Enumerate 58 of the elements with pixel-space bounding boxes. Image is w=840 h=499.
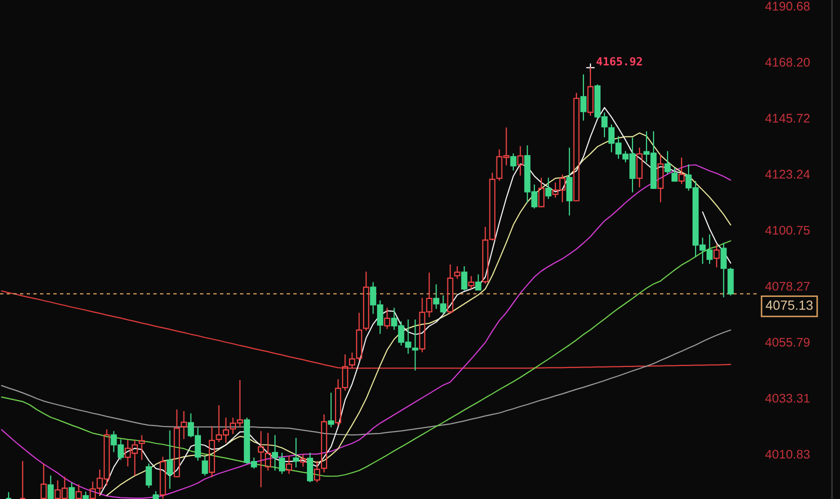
- candlestick: [447, 264, 454, 314]
- candlestick: [454, 266, 460, 279]
- candlestick: [20, 461, 26, 499]
- line-series: [1, 329, 732, 436]
- candlestick: [258, 431, 264, 488]
- candlestick: [48, 475, 54, 499]
- y-tick-label: 4190.68: [765, 2, 810, 11]
- annotation: 4165.92: [596, 57, 642, 66]
- candlestick: [538, 178, 544, 208]
- candlestick: [475, 274, 482, 290]
- candlestick: [68, 482, 75, 499]
- candlestick: [146, 463, 152, 488]
- candlestick: [264, 432, 272, 471]
- y-tick-label: 4100.75: [765, 226, 810, 235]
- y-tick-label: 4078.27: [765, 282, 810, 291]
- candlestick: [461, 266, 468, 290]
- y-tick-label: 4055.79: [765, 338, 810, 347]
- candlestick: [384, 308, 390, 329]
- candlestick: [286, 456, 292, 474]
- candlestick: [714, 244, 720, 268]
- candlestick: [517, 146, 524, 176]
- candlestick: [349, 352, 356, 368]
- candlestick: [671, 168, 678, 182]
- candlestick: [363, 272, 370, 331]
- candlestick: [82, 492, 89, 499]
- candlestick: [278, 452, 286, 474]
- y-tick-label: 4123.24: [765, 170, 810, 179]
- candlestick: [335, 379, 342, 426]
- candlestick: [545, 178, 552, 199]
- candlestick: [76, 484, 82, 499]
- candlestick: [208, 426, 215, 478]
- candlestick: [342, 354, 348, 391]
- candlestick: [300, 454, 306, 467]
- candlestick: [174, 409, 180, 478]
- y-tick-label: 4033.31: [765, 394, 810, 403]
- candlestick: [6, 492, 12, 499]
- candlestick: [166, 430, 173, 489]
- candlestick: [328, 392, 334, 428]
- y-tick-label: 4145.72: [765, 114, 810, 123]
- candlestick: [292, 438, 300, 468]
- candlestick: [580, 74, 587, 121]
- candlestick: [138, 435, 145, 460]
- candlestick: [678, 158, 685, 184]
- candlestick: [152, 491, 159, 499]
- y-tick-label: 4168.20: [765, 58, 810, 67]
- candlestick: [664, 151, 671, 174]
- candlestick: [40, 464, 47, 499]
- candlestick: [356, 312, 362, 360]
- ref-line-label: 4075.13: [766, 300, 813, 310]
- candlestick: [566, 148, 572, 216]
- candlestick: [272, 435, 278, 471]
- candlestick: [468, 276, 474, 289]
- y-tick-label: 4010.83: [765, 450, 810, 459]
- candlestick: [657, 154, 664, 202]
- line-series: [1, 164, 732, 499]
- candlestick: [180, 411, 187, 439]
- candlestick: [636, 148, 643, 188]
- candlestick: [573, 92, 580, 202]
